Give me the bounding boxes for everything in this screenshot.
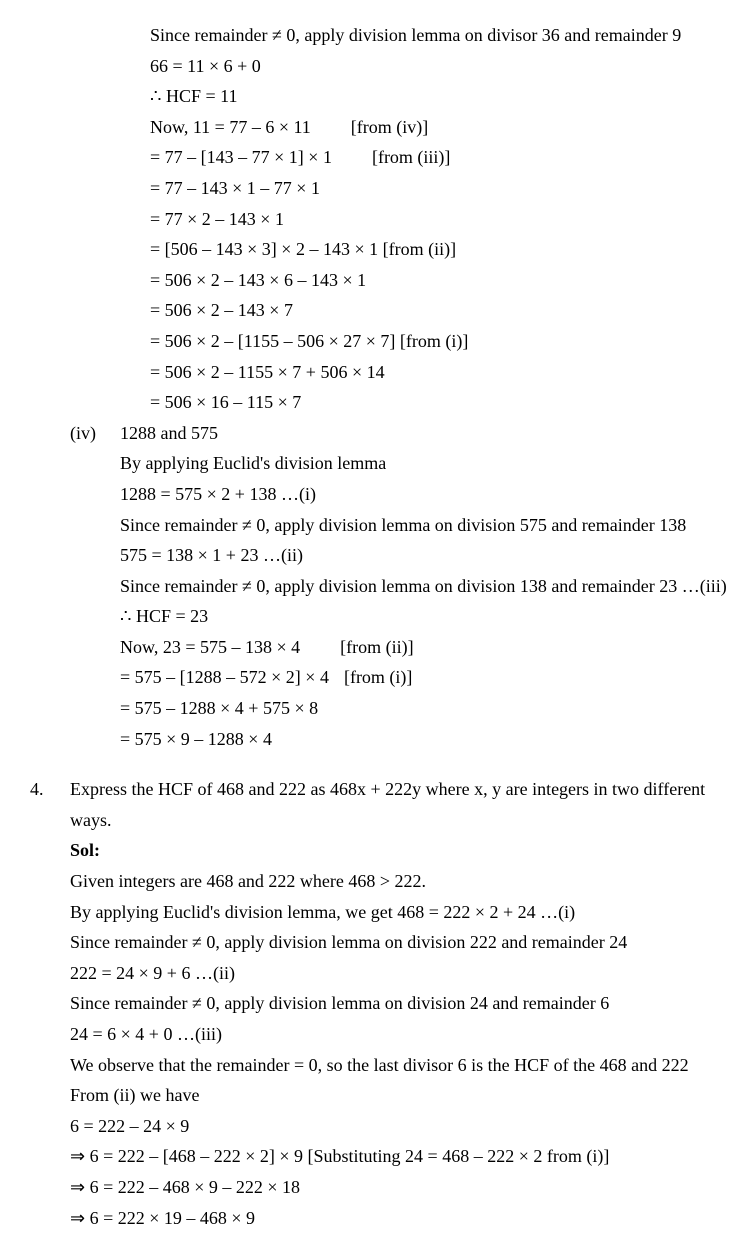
- math-line: 6 = 222 – 24 × 9: [70, 1111, 715, 1142]
- math-line: 575 = 138 × 1 + 23 …(ii): [120, 540, 727, 571]
- line-text: = 575 – 1288 × 4 + 575 × 8: [120, 698, 318, 718]
- math-line: = 575 – [1288 – 572 × 2] × 4 [from (i)]: [120, 662, 727, 693]
- math-line: Now, 23 = 575 – 138 × 4 [from (ii)]: [120, 632, 727, 663]
- math-line: = 575 × 9 – 1288 × 4: [120, 724, 727, 755]
- ref-note: [from (ii)]: [340, 632, 413, 663]
- math-line: By applying Euclid's division lemma, we …: [70, 897, 715, 928]
- ref-note: [from (i)]: [344, 662, 412, 693]
- math-line: Since remainder ≠ 0, apply division lemm…: [120, 510, 727, 541]
- line-text: Since remainder ≠ 0, apply division lemm…: [150, 25, 681, 45]
- line-text: ∴ HCF = 11: [150, 86, 237, 106]
- math-line: = 506 × 16 – 115 × 7: [150, 387, 715, 418]
- question-prompt: Express the HCF of 468 and 222 as 468x +…: [70, 774, 715, 835]
- line-text: Now, 23 = 575 – 138 × 4: [120, 637, 300, 657]
- line-text: = 506 × 2 – 143 × 7: [150, 300, 293, 320]
- line-text: Since remainder ≠ 0, apply division lemm…: [120, 576, 727, 596]
- line-text: = 575 × 9 – 1288 × 4: [120, 729, 272, 749]
- subpart-body: 1288 and 575 By applying Euclid's divisi…: [120, 418, 727, 755]
- math-line: Now, 11 = 77 – 6 × 11 [from (iv)]: [150, 112, 715, 143]
- math-line: = [506 – 143 × 3] × 2 – 143 × 1 [from (i…: [150, 234, 715, 265]
- math-line: ∴ HCF = 11: [150, 81, 715, 112]
- line-text: ∴ HCF = 23: [120, 606, 208, 626]
- math-line: ⇒ 6 = 222 × 19 – 468 × 9: [70, 1203, 715, 1234]
- math-line: = 506 × 2 – 143 × 6 – 143 × 1: [150, 265, 715, 296]
- math-line: = 575 – 1288 × 4 + 575 × 8: [120, 693, 727, 724]
- line-text: 1288 = 575 × 2 + 138 …(i): [120, 484, 316, 504]
- math-line: = 77 – 143 × 1 – 77 × 1: [150, 173, 715, 204]
- line-text: = 575 – [1288 – 572 × 2] × 4: [120, 667, 329, 687]
- ref-note: [from (iii)]: [372, 142, 450, 173]
- math-line: Since remainder ≠ 0, apply division lemm…: [120, 571, 727, 602]
- math-line: By applying Euclid's division lemma: [120, 448, 727, 479]
- math-line: 1288 = 575 × 2 + 138 …(i): [120, 479, 727, 510]
- line-text: Now, 11 = 77 – 6 × 11: [150, 117, 311, 137]
- line-text: = 506 × 2 – 143 × 6 – 143 × 1: [150, 270, 366, 290]
- math-line: ⇒ 6 = 222 – 468 × 9 – 222 × 18: [70, 1172, 715, 1203]
- math-line: Since remainder ≠ 0, apply division lemm…: [150, 20, 715, 51]
- math-line: From (ii) we have: [70, 1080, 715, 1111]
- math-line: Given integers are 468 and 222 where 468…: [70, 866, 715, 897]
- line-text: = 77 – 143 × 1 – 77 × 1: [150, 178, 320, 198]
- line-text: Since remainder ≠ 0, apply division lemm…: [120, 515, 686, 535]
- line-text: = 506 × 2 – 1155 × 7 + 506 × 14: [150, 362, 385, 382]
- subpart-label: (iv): [70, 418, 120, 755]
- ref-note: [from (iv)]: [351, 112, 428, 143]
- math-line: We observe that the remainder = 0, so th…: [70, 1050, 715, 1081]
- math-line: = 77 × 2 – 143 × 1: [150, 204, 715, 235]
- math-line: ∴ HCF = 23: [120, 601, 727, 632]
- line-text: = 77 – [143 – 77 × 1] × 1: [150, 147, 332, 167]
- question-number: 4.: [30, 774, 70, 1233]
- question-4: 4. Express the HCF of 468 and 222 as 468…: [30, 774, 715, 1233]
- line-text: = 506 × 16 – 115 × 7: [150, 392, 301, 412]
- math-line: = 506 × 2 – [1155 – 506 × 27 × 7] [from …: [150, 326, 715, 357]
- math-line: Since remainder ≠ 0, apply division lemm…: [70, 927, 715, 958]
- subpart-iv: (iv) 1288 and 575 By applying Euclid's d…: [70, 418, 715, 755]
- math-line: 222 = 24 × 9 + 6 …(ii): [70, 958, 715, 989]
- line-text: = 506 × 2 – [1155 – 506 × 27 × 7] [from …: [150, 331, 468, 351]
- math-line: 66 = 11 × 6 + 0: [150, 51, 715, 82]
- subpart-title: 1288 and 575: [120, 418, 727, 449]
- line-text: = [506 – 143 × 3] × 2 – 143 × 1 [from (i…: [150, 239, 456, 259]
- line-text: By applying Euclid's division lemma: [120, 453, 386, 473]
- section1-content: Since remainder ≠ 0, apply division lemm…: [150, 20, 715, 418]
- line-text: 575 = 138 × 1 + 23 …(ii): [120, 545, 303, 565]
- math-line: ⇒ 6 = 222 – [468 – 222 × 2] × 9 [Substit…: [70, 1141, 715, 1172]
- math-line: = 506 × 2 – 1155 × 7 + 506 × 14: [150, 357, 715, 388]
- line-text: = 77 × 2 – 143 × 1: [150, 209, 284, 229]
- math-line: Since remainder ≠ 0, apply division lemm…: [70, 988, 715, 1019]
- line-text: 66 = 11 × 6 + 0: [150, 56, 261, 76]
- question-body: Express the HCF of 468 and 222 as 468x +…: [70, 774, 715, 1233]
- math-line: = 77 – [143 – 77 × 1] × 1 [from (iii)]: [150, 142, 715, 173]
- math-line: = 506 × 2 – 143 × 7: [150, 295, 715, 326]
- sol-label: Sol:: [70, 835, 715, 866]
